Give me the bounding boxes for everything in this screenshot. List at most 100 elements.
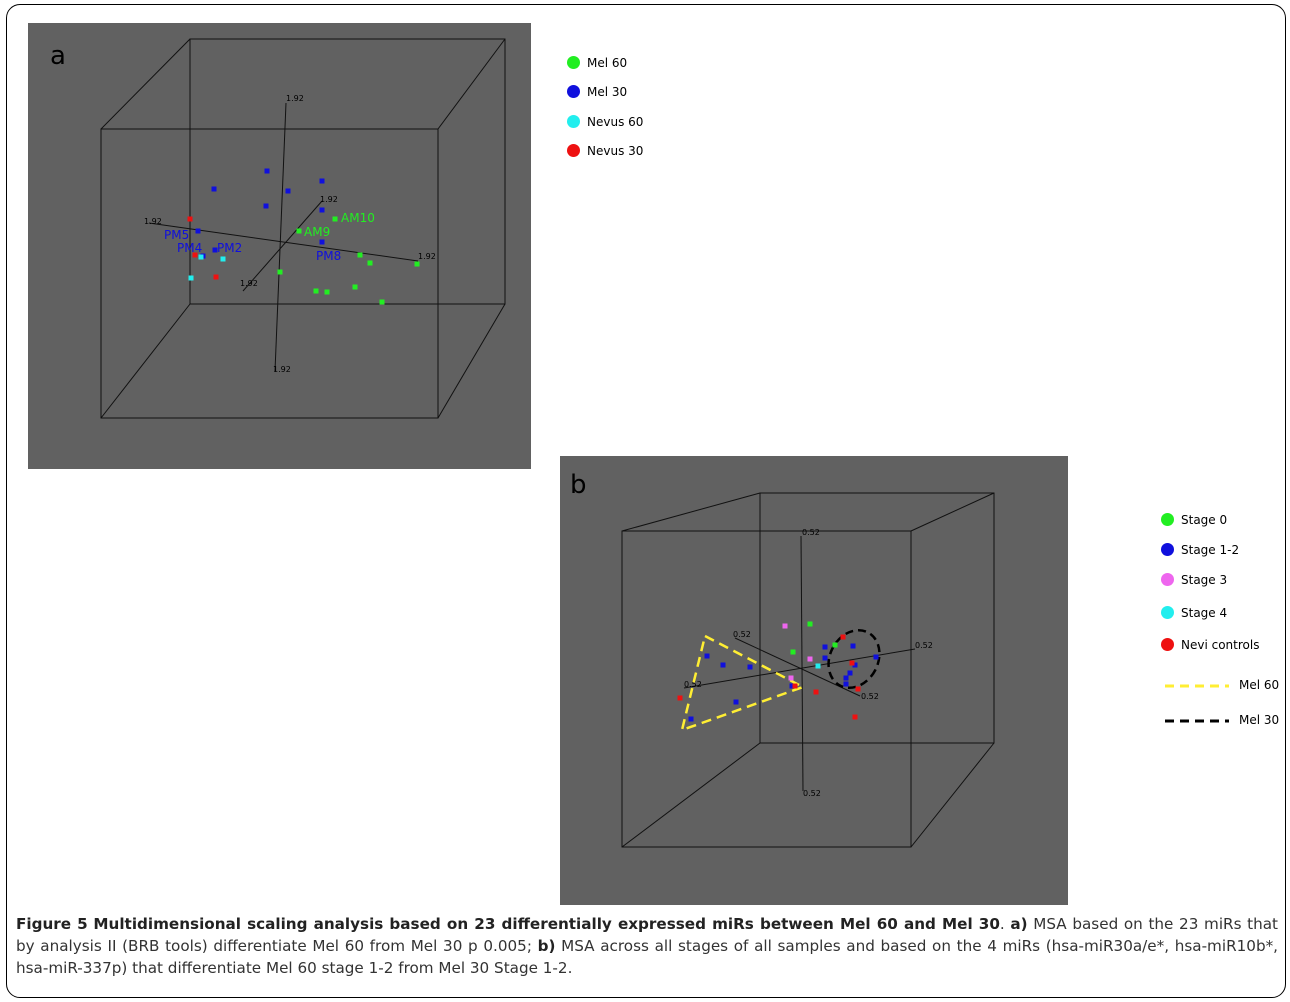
data-point-stage-0	[832, 642, 838, 648]
black-dashed-line-icon	[1165, 719, 1229, 723]
panel-b-tick-top: 0.52	[802, 528, 820, 537]
data-point-nevi-controls	[849, 660, 855, 666]
panel-b-plot: b 0.52 0.52 0.52 0.52 0.52 0.52	[560, 456, 1068, 905]
legend-dot-red	[567, 144, 580, 157]
data-point-stage-3	[788, 675, 794, 681]
data-point-mel-30	[285, 188, 291, 194]
legend-label: Nevus 30	[587, 144, 644, 158]
data-point-stage-1-2	[850, 643, 856, 649]
panel-b-letter: b	[570, 470, 587, 500]
annotation-am9: AM9	[304, 225, 330, 239]
annotation-am10: AM10	[341, 211, 375, 225]
data-point-stage-1-2	[747, 664, 753, 670]
data-point-stage-1-2	[733, 699, 739, 705]
data-point-mel-60	[277, 269, 283, 275]
legend-label: Mel 30	[1239, 713, 1280, 727]
data-point-mel-30	[319, 239, 325, 245]
legend-dot-green	[1161, 513, 1174, 526]
data-point-stage-1-2	[873, 654, 879, 660]
panel-b-3d-scatter: 0.52 0.52 0.52 0.52 0.52 0.52	[621, 492, 995, 848]
panel-a-tick-left: 1.92	[144, 217, 162, 226]
data-point-stage-4	[815, 663, 821, 669]
data-point-nevi-controls	[855, 686, 861, 692]
annotation-pm4: PM4	[177, 241, 202, 255]
data-point-stage-1-2	[847, 670, 853, 676]
data-point-stage-1-2	[720, 662, 726, 668]
legend-dot-magenta	[1161, 573, 1174, 586]
caption-part-b-text: MSA across all stages of all samples and…	[16, 937, 1279, 977]
data-point-stage-0	[807, 621, 813, 627]
legend-dot-blue	[1161, 543, 1174, 556]
data-point-mel-60	[324, 289, 330, 295]
data-point-nevi-controls	[813, 689, 819, 695]
panel-a-tick-right: 1.92	[418, 252, 436, 261]
legend-label: Stage 4	[1181, 606, 1228, 620]
data-point-stage-1-2	[822, 644, 828, 650]
mel-30-ellipse	[827, 628, 881, 690]
data-point-nevus-60	[188, 275, 194, 281]
legend-label: Mel 60	[1239, 678, 1280, 692]
data-point-mel-30	[319, 207, 325, 213]
data-point-mel-30	[263, 203, 269, 209]
data-point-stage-1-2	[852, 662, 858, 668]
figure-frame	[6, 4, 1286, 998]
legend-label: Mel 30	[587, 85, 628, 99]
data-point-mel-60	[332, 216, 338, 222]
data-point-stage-1-2	[843, 681, 849, 687]
data-point-stage-1-2	[704, 653, 710, 659]
caption-part-a-text: MSA based on the 23 miRs that by analysi…	[16, 915, 1279, 955]
legend-dot-red	[1161, 638, 1174, 651]
legend-label: Nevus 60	[587, 115, 644, 129]
data-point-nevus-30	[187, 216, 193, 222]
legend-label: Stage 1-2	[1181, 543, 1240, 557]
data-point-nevus-60	[198, 254, 204, 260]
data-point-stage-1-2	[789, 683, 795, 689]
data-point-stage-3	[807, 656, 813, 662]
figure-caption: Figure 5 Multidimensional scaling analys…	[16, 915, 1279, 977]
data-point-nevi-controls	[840, 634, 846, 640]
panel-b-points	[677, 621, 879, 722]
data-point-nevi-controls	[852, 714, 858, 720]
legend-label: Nevi controls	[1181, 638, 1260, 652]
data-point-mel-30	[212, 247, 218, 253]
data-point-nevus-30	[213, 274, 219, 280]
panel-b-tick-bottom: 0.52	[803, 789, 821, 798]
legend-label: Stage 0	[1181, 513, 1228, 527]
panel-b-tick-right: 0.52	[915, 641, 933, 650]
legend-dot-cyan	[1161, 606, 1174, 619]
annotation-pm2: PM2	[217, 241, 242, 255]
panel-a-tick-front: 1.92	[240, 279, 258, 288]
panel-a-points	[187, 168, 420, 305]
annotation-pm8: PM8	[316, 249, 341, 263]
legend-label: Mel 60	[587, 56, 628, 70]
data-point-mel-60	[296, 228, 302, 234]
data-point-mel-60	[367, 260, 373, 266]
data-point-stage-1-2	[822, 655, 828, 661]
annotation-pm5: PM5	[164, 228, 189, 242]
data-point-mel-60	[313, 288, 319, 294]
legend-label: Stage 3	[1181, 573, 1228, 587]
panel-a-tick-back: 1.92	[320, 195, 338, 204]
data-point-mel-30	[319, 178, 325, 184]
data-point-mel-60	[357, 252, 363, 258]
panel-b-tick-back: 0.52	[733, 630, 751, 639]
data-point-mel-60	[379, 299, 385, 305]
data-point-stage-1-2	[688, 716, 694, 722]
panel-a-plot: a 1.92 1.92 1.92 1.92 1.92 1.92 AM	[28, 23, 531, 469]
data-point-mel-60	[414, 261, 420, 267]
panel-b-tick-left: 0.52	[684, 680, 702, 689]
data-point-nevi-controls	[677, 695, 683, 701]
data-point-mel-30	[195, 228, 201, 234]
mel-60-triangle	[680, 634, 807, 732]
caption-part-a-label: a)	[1010, 915, 1028, 933]
yellow-dashed-line-icon	[1165, 684, 1229, 688]
data-point-mel-60	[352, 284, 358, 290]
data-point-mel-30	[264, 168, 270, 174]
data-point-nevus-60	[220, 256, 226, 262]
data-point-nevi-controls	[792, 683, 798, 689]
panel-a-letter: a	[50, 41, 66, 71]
data-point-mel-30	[211, 186, 217, 192]
caption-part-b-label: b)	[537, 937, 556, 955]
legend-dot-cyan	[567, 115, 580, 128]
caption-title: Multidimensional scaling analysis based …	[93, 915, 1000, 933]
